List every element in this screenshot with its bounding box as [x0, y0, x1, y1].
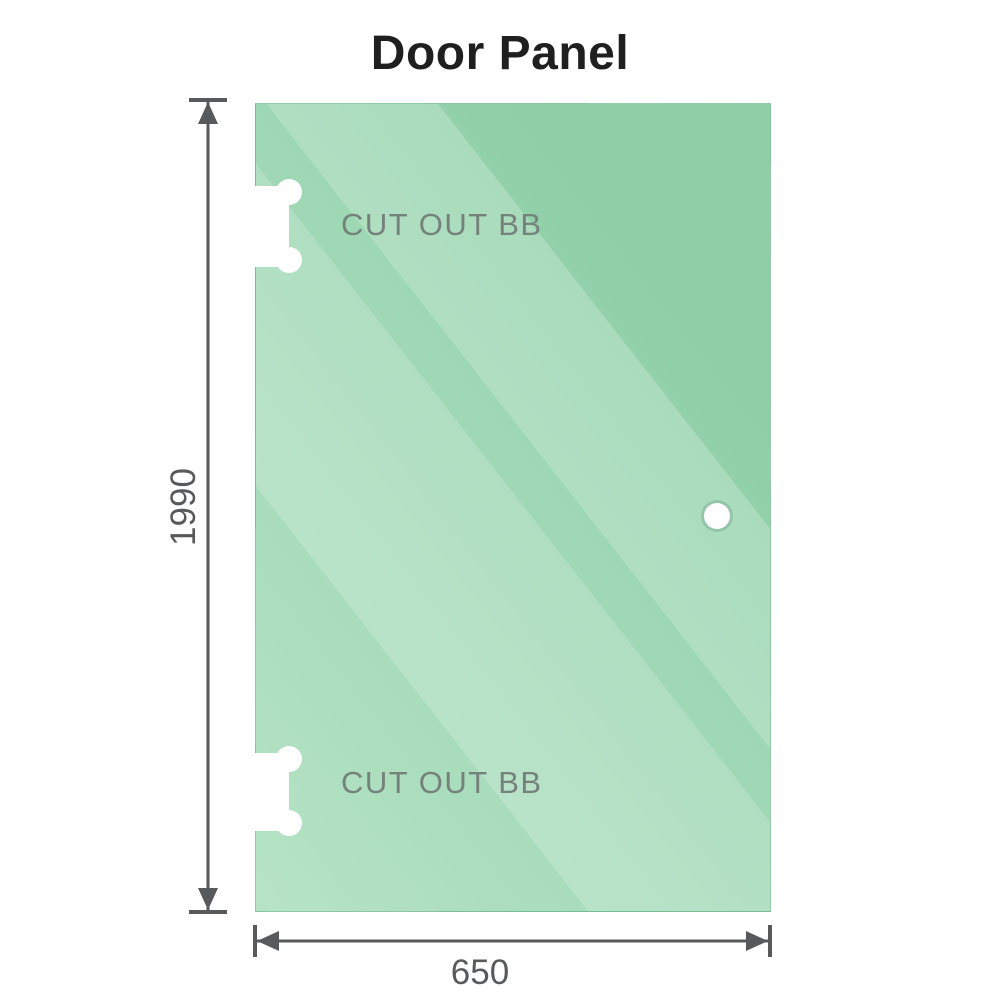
- hinge-cutout-bottom: [254, 746, 304, 836]
- height-dimension-label: 1990: [164, 468, 203, 546]
- cutout-label-bottom: CUT OUT BB: [341, 765, 543, 800]
- cutout-body: [254, 753, 289, 831]
- arrow-up-icon: [198, 102, 218, 124]
- arrow-left-icon: [257, 931, 279, 951]
- width-dimension-line: [253, 925, 772, 957]
- cutout-label-top: CUT OUT BB: [341, 207, 543, 242]
- cutout-body: [254, 186, 289, 267]
- width-dimension-label: 650: [450, 953, 510, 992]
- glass-panel: CUT OUT BB CUT OUT BB: [254, 103, 771, 912]
- handle-hole-icon: [704, 503, 730, 529]
- hinge-cutout-top: [254, 179, 304, 273]
- arrow-right-icon: [746, 931, 768, 951]
- page-title: Door Panel: [370, 27, 630, 80]
- height-dimension-line: [189, 98, 227, 914]
- arrow-down-icon: [198, 888, 218, 910]
